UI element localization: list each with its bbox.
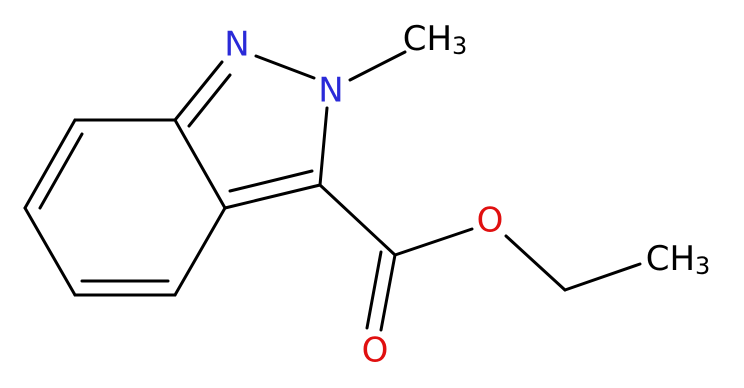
bond (228, 169, 314, 193)
atom-symbol: CH (646, 239, 695, 279)
bond (393, 227, 474, 257)
bond (318, 106, 329, 187)
atom-label: N (318, 71, 343, 111)
atom-subscript: 3 (695, 252, 710, 280)
atom-label: CH3 (403, 19, 468, 61)
atom-label: N (224, 25, 249, 65)
bond (23, 118, 77, 210)
atom-subscript: 3 (452, 32, 467, 60)
bond (38, 132, 84, 210)
bond (173, 118, 227, 210)
atom-labels: N N CH3 O O CH3 (224, 19, 710, 371)
bond (173, 60, 224, 122)
bond (318, 183, 397, 257)
bond (23, 206, 77, 297)
bond (504, 234, 567, 292)
bonds (23, 50, 642, 332)
atom-label: O (362, 331, 389, 371)
bond (348, 50, 407, 82)
bond (173, 206, 227, 297)
bond (254, 54, 316, 80)
bond (365, 250, 383, 330)
bond (563, 262, 642, 292)
bond (223, 183, 322, 210)
bond (187, 73, 232, 128)
atom-label: CH3 (646, 239, 711, 281)
atom-symbol: CH (403, 19, 452, 59)
bond (379, 253, 397, 332)
atom-label: O (477, 201, 504, 241)
